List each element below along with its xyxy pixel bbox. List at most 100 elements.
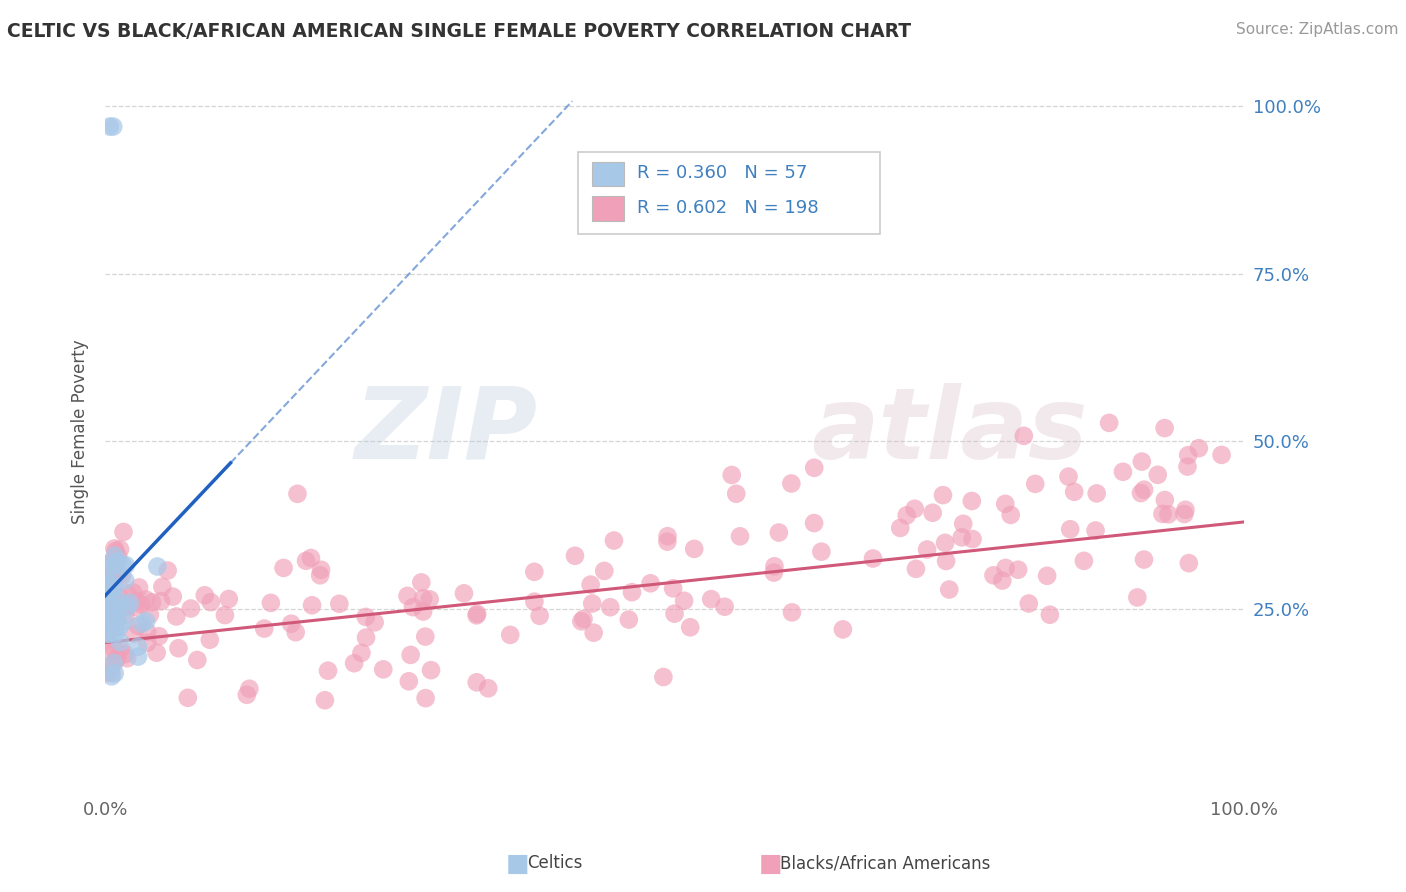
Point (934, 536, 956, 550)
Point (112, 524, 135, 539)
Point (98, 580, 121, 594)
Point (107, 650, 129, 665)
Point (100, 666, 122, 681)
Point (1173, 507, 1195, 521)
Point (523, 595, 546, 609)
Point (994, 561, 1017, 575)
Point (465, 675, 488, 690)
Point (1057, 469, 1080, 483)
Point (96, 613, 118, 627)
Point (683, 541, 706, 556)
Point (103, 559, 125, 574)
Point (100, 607, 122, 621)
Point (1073, 554, 1095, 568)
Point (114, 607, 136, 622)
Point (354, 610, 377, 624)
Point (218, 592, 240, 607)
Point (904, 562, 927, 576)
Point (1059, 522, 1081, 536)
Point (363, 615, 385, 630)
Point (762, 566, 785, 580)
Point (477, 681, 499, 696)
Point (104, 544, 127, 558)
Point (273, 561, 295, 575)
Point (96, 627, 118, 641)
Point (1188, 441, 1211, 455)
Point (889, 521, 911, 535)
Point (328, 597, 350, 611)
Point (98, 591, 121, 605)
Point (640, 576, 662, 591)
Point (1133, 483, 1156, 497)
Point (110, 635, 132, 649)
Point (950, 530, 973, 544)
Point (103, 557, 125, 571)
Point (420, 663, 443, 677)
Point (135, 614, 157, 628)
Point (103, 565, 125, 579)
Point (700, 592, 723, 607)
Point (107, 554, 129, 568)
Point (97, 626, 120, 640)
Point (1153, 421, 1175, 435)
Point (904, 501, 927, 516)
Point (412, 591, 434, 606)
Point (103, 656, 125, 670)
Text: ZIP: ZIP (356, 383, 538, 480)
Point (453, 586, 475, 600)
Point (402, 600, 425, 615)
Point (373, 662, 395, 676)
Point (1063, 484, 1085, 499)
Point (167, 641, 190, 656)
Point (129, 598, 152, 612)
Point (679, 620, 702, 634)
Point (728, 529, 751, 543)
Point (180, 601, 202, 615)
Point (314, 693, 336, 707)
Point (343, 657, 366, 671)
Point (1130, 454, 1153, 468)
Point (569, 615, 592, 629)
Point (921, 506, 943, 520)
Point (720, 468, 742, 483)
Point (104, 653, 127, 667)
Point (1178, 556, 1201, 570)
Point (96, 633, 118, 648)
Point (620, 585, 643, 599)
Point (100, 669, 122, 683)
Point (763, 559, 786, 574)
Point (112, 600, 135, 615)
Point (103, 612, 125, 626)
Point (114, 647, 136, 661)
Point (529, 608, 551, 623)
Point (96, 644, 118, 658)
Text: Blacks/African Americans: Blacks/African Americans (780, 855, 991, 872)
Point (98, 557, 121, 571)
Point (115, 599, 138, 613)
Point (253, 622, 276, 636)
Point (662, 582, 685, 596)
Point (96, 616, 118, 631)
Point (107, 605, 129, 619)
Point (122, 627, 145, 641)
Point (803, 516, 825, 530)
Point (162, 590, 184, 604)
Point (280, 616, 302, 631)
Point (105, 599, 128, 614)
Point (810, 544, 832, 558)
Point (299, 551, 322, 566)
Point (260, 596, 283, 610)
Point (100, 600, 122, 615)
Point (96, 627, 118, 641)
Point (415, 691, 437, 706)
Point (146, 559, 169, 574)
Point (1012, 429, 1035, 443)
Point (97, 615, 120, 629)
Point (104, 549, 127, 563)
Point (572, 612, 595, 626)
Point (141, 595, 163, 609)
Point (96, 577, 118, 591)
Point (117, 599, 139, 614)
Point (713, 599, 735, 614)
Point (1084, 524, 1107, 538)
